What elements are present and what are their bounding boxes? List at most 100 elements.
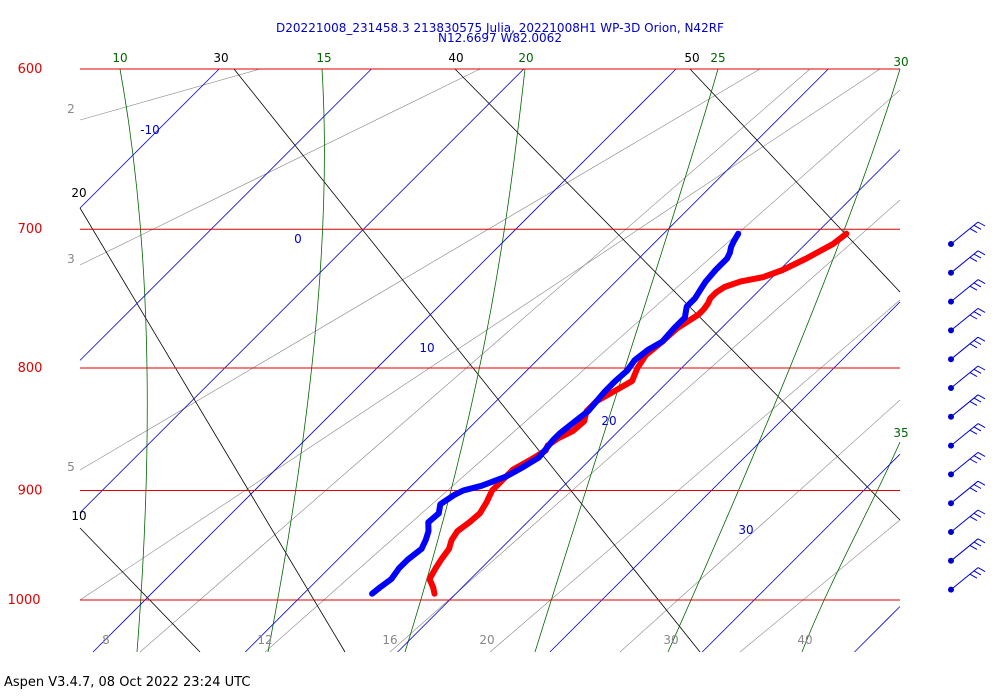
dry-adiabat-label: 10 [71,509,86,523]
wind-barb-feather [973,253,982,259]
wind-barb-feather [977,279,986,285]
wind-barb-feather [977,423,986,429]
wind-barb-feather [969,285,978,291]
pressure-label: 1000 [7,593,40,608]
mixing-ratio-label: 20 [479,633,494,647]
moist-adiabat-line [801,441,901,653]
wind-barb-staff [950,480,979,504]
isobars [80,68,900,601]
mixing-ratio-label: 12 [257,633,272,647]
mixing-ratio-line [79,68,261,121]
dry-adiabats [79,68,901,653]
wind-barb-staff [950,336,979,360]
dry-adiabat-label: 50 [684,51,699,65]
wind-barb-staff [950,221,979,245]
dry-adiabat-line [79,207,346,653]
mixing-ratio-label: 5 [67,460,75,474]
isotherm-label: 30 [738,523,753,537]
wind-barb-feather [973,512,982,518]
moist-adiabat-line [667,68,901,653]
isotherm-line [92,68,677,653]
wind-barb [948,250,986,276]
moist-adiabat-label: 20 [518,51,533,65]
wind-barb-staff [950,394,979,418]
isotherm-label: 10 [419,341,434,355]
isotherm-line [549,301,901,653]
dry-adiabat-line [79,527,201,653]
mixing-ratio-lines [79,68,901,653]
moist-adiabat-label: 10 [112,51,127,65]
wind-barb [948,538,986,564]
pressure-label: 800 [18,361,43,376]
mixing-ratio-label: 2 [67,102,75,116]
isotherm-line [854,606,901,653]
wind-barb [948,451,986,478]
chart-title: D20221008_231458.3 213830575 Julia, 2022… [276,21,724,35]
moist-adiabat-label: 30 [893,55,908,69]
mixing-ratio-label: 8 [102,633,110,647]
moist-adiabat-line [267,68,325,653]
isotherm-line [79,68,524,513]
wind-barb [948,365,986,391]
wind-barb-feather [973,224,982,230]
wind-barb-feather [969,314,978,320]
wind-barb-feather [969,487,978,493]
dry-adiabat-label: 20 [71,186,86,200]
isotherm-label: 20 [601,414,616,428]
isotherm-line [245,68,829,653]
axis-labels: 600 700 800 900 1000 -10 0 10 20 30 30 40 50 20 10 10 15… [7,51,908,647]
moist-adiabat-line [119,68,148,653]
wind-barb [948,336,986,363]
wind-barb [948,394,986,420]
wind-barb-feather [969,372,978,378]
wind-barb-feather [973,368,982,374]
footer-timestamp: Aspen V3.4.7, 08 Oct 2022 23:24 UTC [4,675,251,690]
wind-barb-feather [969,516,978,522]
wind-barb-feather [973,484,982,489]
wind-barb-staff [950,279,979,302]
pressure-label: 900 [18,483,43,498]
isotherm-label: -10 [140,123,160,137]
wind-barb-feather [977,250,986,256]
wind-barb [948,221,986,247]
mixing-ratio-line [619,399,901,653]
wind-barb [948,509,986,535]
dewpoint-trace [369,230,742,597]
wind-barb-feather [977,365,986,371]
wind-barb [948,307,986,334]
moist-adiabat-line [404,68,526,653]
wind-barb-feather [973,541,982,547]
mixing-ratio-line [79,68,881,601]
wind-barb [948,480,986,507]
moist-adiabat-label: 25 [710,51,725,65]
mixing-ratio-line [79,68,761,471]
wind-barb-feather [969,429,978,435]
isotherm-line [397,149,901,653]
wind-barb-feather [973,397,982,403]
dry-adiabat-label: 40 [448,51,463,65]
wind-barb-staff [950,250,979,274]
wind-barb-feather [977,509,986,515]
mixing-ratio-line [389,199,901,653]
wind-barb-feather [969,343,978,349]
mixing-ratio-line [79,68,481,266]
wind-barb-staff [950,423,979,446]
wind-barb-feather [977,480,986,486]
mixing-ratio-line [264,89,901,653]
wind-barb-feather [973,340,982,345]
wind-barb-feather [977,336,986,342]
isotherm-line [79,68,372,361]
wind-barbs [948,221,986,593]
wind-barb-feather [969,256,978,262]
wind-barb-feather [973,570,982,576]
moist-adiabats [119,68,901,653]
wind-barb-feather [969,573,978,579]
wind-barb-feather [969,400,978,406]
wind-barb-feather [977,567,986,573]
dry-adiabat-line [233,68,701,653]
wind-barb-feather [973,282,982,288]
wind-barb-staff [950,365,979,389]
mixing-ratio-line [739,519,901,653]
wind-barb-feather [977,221,986,227]
